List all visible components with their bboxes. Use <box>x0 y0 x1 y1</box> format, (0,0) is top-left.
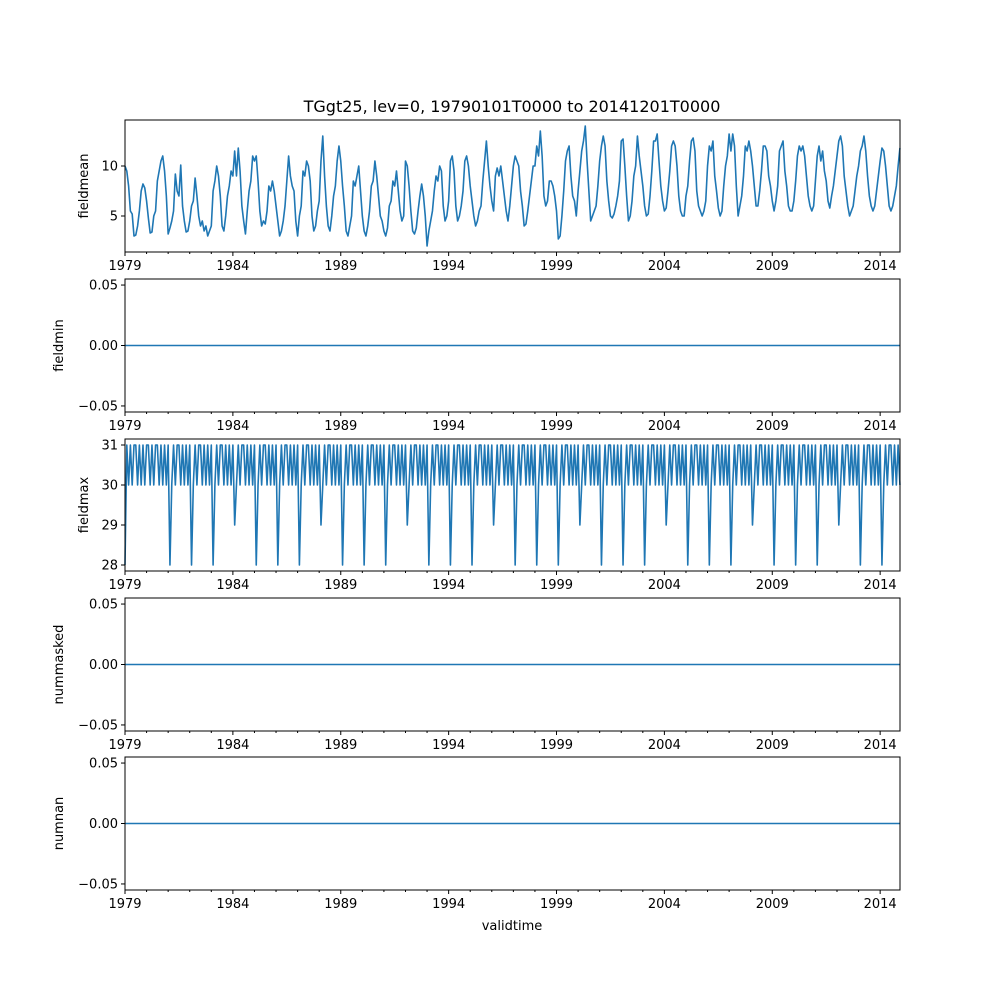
fieldmax-ytick-label: 30 <box>101 479 118 494</box>
fieldmax-xtick-label: 2014 <box>864 578 897 593</box>
numnan-xtick-label: 2004 <box>648 897 681 912</box>
fieldmean-xtick-label: 1979 <box>108 259 141 274</box>
fieldmean-xtick-label: 1994 <box>432 259 465 274</box>
fieldmax-xtick-label: 1994 <box>432 578 465 593</box>
panels-group: 5 10 fieldmean 1979 1984 1989 1994 1999 2004 2009… <box>52 119 901 912</box>
fieldmin-ytick-label: 0.05 <box>89 279 118 294</box>
fieldmin-xtick-label: 1994 <box>432 419 465 434</box>
nummasked-xtick-label: 1984 <box>216 738 249 753</box>
fieldmax-xtick-label: 2004 <box>648 578 681 593</box>
fieldmin-xtick-label: 1979 <box>108 419 141 434</box>
fieldmax-axes-frame <box>124 438 901 572</box>
nummasked-xtick-label: 1979 <box>108 738 141 753</box>
fieldmean-xtick-label: 2004 <box>648 259 681 274</box>
fieldmin-xtick-label: 1999 <box>540 419 573 434</box>
nummasked-ylabel: nummasked <box>52 625 67 705</box>
numnan-ylabel: numnan <box>52 797 67 851</box>
nummasked-ytick-label: −0.05 <box>78 718 118 733</box>
fieldmean-xtick-label: 1999 <box>540 259 573 274</box>
numnan-xtick-label: 1999 <box>540 897 573 912</box>
fieldmin-ytick-label: 0.00 <box>89 339 118 354</box>
fieldmin-xtick-label: 2004 <box>648 419 681 434</box>
numnan-ytick-label: −0.05 <box>78 877 118 892</box>
x-axis-label: validtime <box>482 919 543 934</box>
fieldmin-xtick-label: 1989 <box>324 419 357 434</box>
fieldmean-xtick-label: 1989 <box>324 259 357 274</box>
fieldmin-xtick-label: 1984 <box>216 419 249 434</box>
panel-fieldmean: 5 10 fieldmean 1979 1984 1989 1994 1999 2004 2009… <box>77 119 901 274</box>
nummasked-xtick-label: 2014 <box>864 738 897 753</box>
fieldmean-xtick-label: 2009 <box>756 259 789 274</box>
panel-nummasked: −0.05 0.00 0.05 nummasked 1979 1984 1989 1994 19… <box>52 597 901 753</box>
fieldmin-xtick-label: 2014 <box>864 419 897 434</box>
fieldmean-xtick-label: 1984 <box>216 259 249 274</box>
fieldmax-series-line <box>124 444 901 566</box>
numnan-xtick-label: 1994 <box>432 897 465 912</box>
numnan-ytick-label: 0.05 <box>89 757 118 772</box>
fieldmax-ytick-label: 31 <box>101 439 118 454</box>
numnan-xtick-label: 1984 <box>216 897 249 912</box>
fieldmax-xtick-label: 1979 <box>108 578 141 593</box>
nummasked-xtick-label: 1994 <box>432 738 465 753</box>
numnan-ytick-label: 0.00 <box>89 817 118 832</box>
fieldmax-xtick-label: 2009 <box>756 578 789 593</box>
fieldmin-ytick-label: −0.05 <box>78 399 118 414</box>
fieldmean-axes-frame <box>124 119 901 253</box>
fieldmax-xtick-label: 1999 <box>540 578 573 593</box>
nummasked-xtick-label: 1989 <box>324 738 357 753</box>
fieldmax-xtick-label: 1989 <box>324 578 357 593</box>
fieldmean-series-line <box>124 125 901 247</box>
nummasked-ytick-label: 0.05 <box>89 598 118 613</box>
fieldmin-ylabel: fieldmin <box>52 319 67 372</box>
numnan-xtick-label: 1979 <box>108 897 141 912</box>
nummasked-xtick-label: 2004 <box>648 738 681 753</box>
numnan-xtick-label: 1989 <box>324 897 357 912</box>
fieldmax-ytick-label: 28 <box>101 559 118 574</box>
fieldmean-ytick-label: 10 <box>101 160 118 175</box>
nummasked-xtick-label: 2009 <box>756 738 789 753</box>
fieldmin-xtick-label: 2009 <box>756 419 789 434</box>
nummasked-xtick-label: 1999 <box>540 738 573 753</box>
fieldmax-ytick-label: 29 <box>101 519 118 534</box>
nummasked-ytick-label: 0.00 <box>89 658 118 673</box>
chart-title: TGgt25, lev=0, 19790101T0000 to 20141201… <box>303 97 721 116</box>
fieldmax-ylabel: fieldmax <box>77 477 92 534</box>
panel-numnan: −0.05 0.00 0.05 numnan 1979 1984 1989 1994 1999 2… <box>52 756 901 912</box>
numnan-xtick-label: 2014 <box>864 897 897 912</box>
fieldmean-xtick-label: 2014 <box>864 259 897 274</box>
fieldmean-ytick-label: 5 <box>110 210 118 225</box>
panel-fieldmin: −0.05 0.00 0.05 fieldmin 1979 1984 1989 1994 199… <box>52 278 901 434</box>
fieldmax-xtick-label: 1984 <box>216 578 249 593</box>
panel-fieldmax: 28 29 30 31 fieldmax 1979 1984 1989 1994 1999 2004… <box>77 438 901 593</box>
fieldmean-ylabel: fieldmean <box>77 154 92 219</box>
numnan-xtick-label: 2009 <box>756 897 789 912</box>
